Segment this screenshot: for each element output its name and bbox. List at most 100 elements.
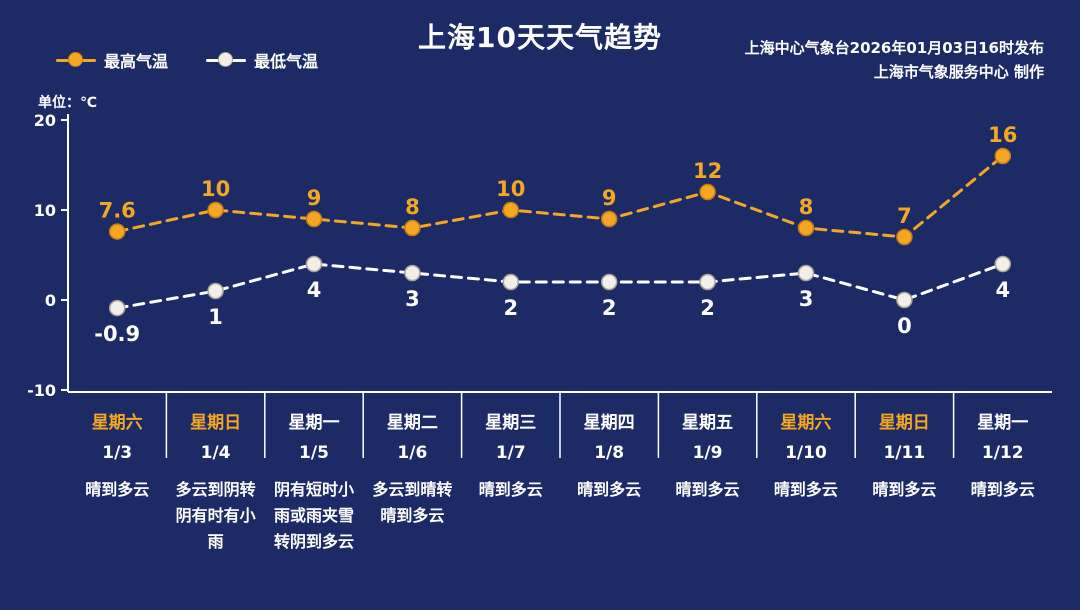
legend-low-label: 最低气温 (254, 52, 319, 71)
weather-label: 晴到多云 (85, 480, 150, 499)
date-label: 1/11 (883, 443, 926, 463)
high-temp-line (115, 154, 1005, 239)
day-column: 星期日 1/11 晴到多云 (855, 398, 953, 555)
low-temp-value-label: 2 (700, 296, 715, 320)
low-temp-value-label: 3 (405, 287, 420, 311)
weather-label: 晴到多云 (675, 480, 740, 499)
day-columns: 星期六 1/3 晴到多云 星期日 1/4 多云到阴转阴有时有小雨 星期一 1/5 阴有短时小雨或… (68, 398, 1052, 555)
low-temp-point (207, 282, 224, 300)
low-temp-point (502, 273, 520, 291)
weekday-label: 星期三 (485, 413, 537, 433)
weekday-label: 星期日 (878, 413, 930, 433)
legend-item-high: 最高气温 (56, 48, 168, 72)
y-tick-label: 0 (45, 291, 56, 310)
low-temp-point (404, 264, 421, 282)
weather-label: 晴到多云 (970, 480, 1035, 499)
low-temp-line (115, 262, 1005, 310)
low-temp-point (305, 255, 323, 273)
y-tick-label: 10 (34, 201, 56, 220)
high-temp-value-label: 7.6 (99, 199, 136, 223)
high-temp-point (994, 147, 1012, 165)
high-temp-point (502, 201, 520, 219)
weekday-label: 星期日 (190, 413, 242, 433)
weekday-label: 星期四 (583, 413, 635, 433)
chart-legend: 最高气温 最低气温 (56, 48, 346, 72)
high-temp-value-label: 12 (693, 159, 722, 183)
date-label: 1/10 (785, 443, 827, 463)
date-label: 1/4 (200, 443, 231, 463)
date-label: 1/6 (397, 443, 428, 463)
day-column: 星期日 1/4 多云到阴转阴有时有小雨 (166, 398, 264, 555)
high-temp-value-label: 7 (897, 204, 912, 228)
weekday-label: 星期六 (91, 413, 143, 433)
weather-label: 晴到多云 (872, 480, 937, 499)
weekday-label: 星期五 (682, 413, 734, 433)
low-temp-point (797, 264, 815, 282)
low-temp-marker-icon (206, 52, 247, 68)
axis-unit-label: 单位：℃ (38, 95, 97, 111)
low-temp-value-label: 0 (897, 314, 912, 338)
source-line-1: 上海中心气象台2026年01月03日16时发布 (744, 39, 1044, 57)
y-tick-label: -10 (27, 381, 56, 400)
date-label: 1/12 (981, 443, 1024, 463)
high-temp-point (896, 228, 913, 246)
date-label: 1/8 (594, 443, 625, 463)
low-temp-point (699, 273, 716, 291)
weather-label: 多云到阴转阴有时有小雨 (175, 480, 256, 551)
low-temp-point (600, 273, 618, 291)
high-temp-value-label: 16 (988, 123, 1017, 147)
high-temp-point (797, 219, 815, 237)
high-temp-point (600, 210, 618, 228)
date-label: 1/7 (495, 443, 526, 463)
low-temp-value-label: 3 (799, 287, 814, 311)
low-temp-point (108, 299, 126, 317)
day-column: 星期二 1/6 多云到晴转晴到多云 (363, 398, 461, 555)
weather-label: 晴到多云 (478, 480, 543, 499)
weather-label: 阴有短时小雨或雨夹雪转阴到多云 (273, 480, 354, 551)
low-temp-value-label: 2 (503, 296, 518, 320)
source-line-2: 上海市气象服务中心 制作 (873, 63, 1044, 81)
day-column: 星期一 1/5 阴有短时小雨或雨夹雪转阴到多云 (265, 398, 363, 555)
high-temp-value-label: 9 (602, 186, 617, 210)
high-temp-point (108, 223, 126, 240)
high-temp-point (404, 219, 421, 237)
weather-label: 晴到多云 (577, 480, 642, 499)
date-label: 1/9 (692, 443, 723, 463)
high-temp-value-label: 10 (496, 177, 525, 201)
high-temp-value-label: 9 (307, 186, 322, 210)
page-title: 上海10天天气趋势 (418, 21, 662, 54)
weekday-label: 星期二 (386, 413, 438, 433)
low-temp-value-label: 4 (995, 278, 1010, 302)
high-temp-point (207, 201, 224, 219)
day-column: 星期四 1/8 晴到多云 (560, 398, 658, 555)
low-temp-value-label: 4 (307, 278, 322, 302)
high-temp-value-label: 8 (405, 195, 420, 219)
day-column: 星期五 1/9 晴到多云 (658, 398, 756, 555)
high-temp-marker-icon (56, 52, 96, 68)
low-temp-point (896, 291, 913, 309)
source-info: 上海中心气象台2026年01月03日16时发布 上海市气象服务中心 制作 (745, 36, 1044, 84)
date-label: 1/3 (102, 443, 133, 463)
legend-item-low: 最低气温 (206, 48, 318, 72)
legend-high-label: 最高气温 (104, 52, 169, 71)
weekday-label: 星期一 (288, 413, 340, 433)
day-column: 星期六 1/10 晴到多云 (757, 398, 855, 555)
day-column: 星期六 1/3 晴到多云 (68, 398, 166, 555)
low-temp-value-label: -0.9 (94, 322, 140, 346)
low-temp-value-label: 1 (208, 305, 223, 329)
low-temp-point (994, 255, 1012, 273)
date-label: 1/5 (299, 443, 329, 463)
y-tick-label: 20 (34, 111, 56, 130)
low-temp-value-label: 2 (602, 296, 617, 320)
high-temp-value-label: 8 (799, 195, 814, 219)
high-temp-point (305, 210, 323, 228)
weekday-label: 星期一 (977, 413, 1029, 433)
high-temp-value-label: 10 (201, 177, 230, 201)
day-column: 星期一 1/12 晴到多云 (954, 398, 1052, 555)
weather-label: 多云到晴转晴到多云 (372, 480, 453, 525)
weather-label: 晴到多云 (773, 480, 838, 499)
high-temp-point (699, 183, 716, 201)
day-column: 星期三 1/7 晴到多云 (462, 398, 560, 555)
